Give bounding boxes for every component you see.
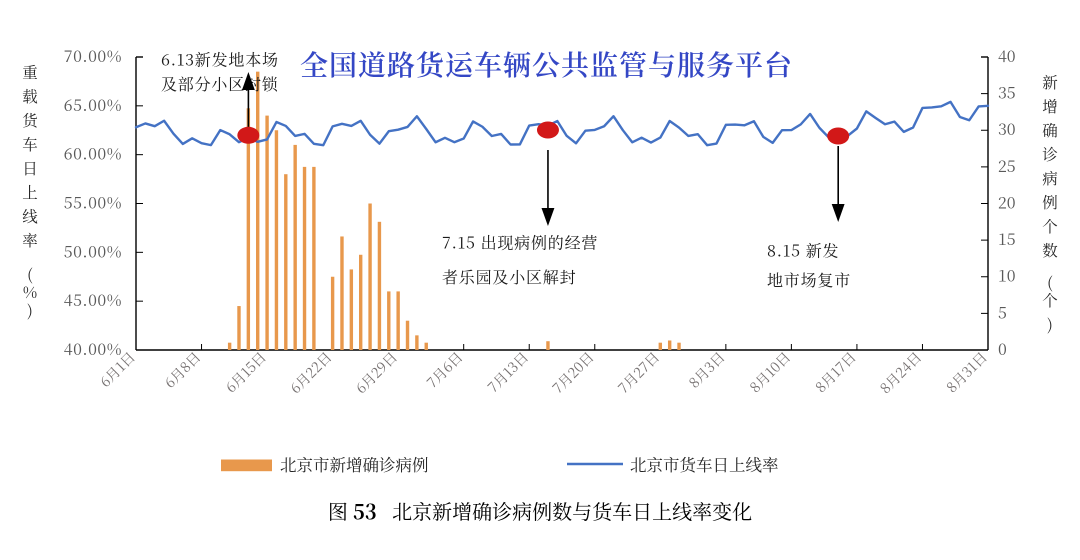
svg-text:者乐园及小区解封: 者乐园及小区解封 bbox=[442, 265, 576, 288]
svg-text:20: 20 bbox=[998, 191, 1016, 214]
svg-text:重: 重 bbox=[22, 61, 38, 83]
svg-text:7.15 出现病例的经营: 7.15 出现病例的经营 bbox=[442, 231, 598, 254]
svg-text:6.13新发地本场: 6.13新发地本场 bbox=[161, 48, 279, 71]
svg-text:新: 新 bbox=[1042, 71, 1058, 93]
svg-text:病: 病 bbox=[1042, 167, 1058, 189]
svg-text:北京市新增确诊病例: 北京市新增确诊病例 bbox=[280, 452, 429, 476]
svg-text:地市场复市: 地市场复市 bbox=[767, 268, 851, 291]
svg-text:): ) bbox=[1047, 313, 1053, 335]
svg-text:5: 5 bbox=[998, 300, 1007, 323]
svg-text:货: 货 bbox=[22, 109, 39, 131]
svg-text:30: 30 bbox=[998, 117, 1016, 140]
svg-text:数: 数 bbox=[1042, 239, 1058, 261]
svg-text:个: 个 bbox=[1042, 215, 1058, 237]
svg-text:线: 线 bbox=[22, 205, 38, 227]
svg-text:及部分小区封锁: 及部分小区封锁 bbox=[161, 72, 279, 95]
svg-text:个: 个 bbox=[1042, 289, 1058, 311]
svg-text:40: 40 bbox=[998, 44, 1016, 67]
svg-text:35: 35 bbox=[998, 81, 1016, 104]
svg-text:60.00%: 60.00% bbox=[64, 142, 122, 165]
svg-text:70.00%: 70.00% bbox=[64, 44, 122, 67]
svg-text:全国道路货运车辆公共监管与服务平台: 全国道路货运车辆公共监管与服务平台 bbox=[300, 44, 793, 84]
svg-text:15: 15 bbox=[998, 227, 1016, 250]
svg-text:北京市货车日上线率: 北京市货车日上线率 bbox=[630, 452, 779, 476]
svg-text:25: 25 bbox=[998, 154, 1016, 177]
svg-text:8.15 新发: 8.15 新发 bbox=[767, 239, 839, 262]
svg-text:45.00%: 45.00% bbox=[64, 288, 122, 311]
svg-text:增: 增 bbox=[1042, 95, 1058, 117]
svg-text:图 53 北京新增确诊病例数与货车日上线率变化: 图 53 北京新增确诊病例数与货车日上线率变化 bbox=[328, 496, 752, 525]
svg-text:): ) bbox=[27, 299, 33, 321]
svg-text:率: 率 bbox=[22, 229, 38, 251]
svg-text:例: 例 bbox=[1042, 191, 1058, 213]
svg-text:65.00%: 65.00% bbox=[64, 93, 122, 116]
svg-text:55.00%: 55.00% bbox=[64, 191, 122, 214]
svg-text:10: 10 bbox=[998, 264, 1016, 287]
svg-text:诊: 诊 bbox=[1042, 143, 1058, 165]
svg-text:上: 上 bbox=[22, 181, 38, 203]
svg-text:载: 载 bbox=[22, 85, 38, 107]
svg-text:50.00%: 50.00% bbox=[64, 239, 122, 262]
svg-text:40.00%: 40.00% bbox=[64, 337, 122, 360]
svg-text:确: 确 bbox=[1042, 119, 1058, 141]
svg-text:日: 日 bbox=[22, 157, 38, 179]
svg-text:车: 车 bbox=[22, 133, 38, 155]
svg-text:0: 0 bbox=[998, 337, 1007, 360]
